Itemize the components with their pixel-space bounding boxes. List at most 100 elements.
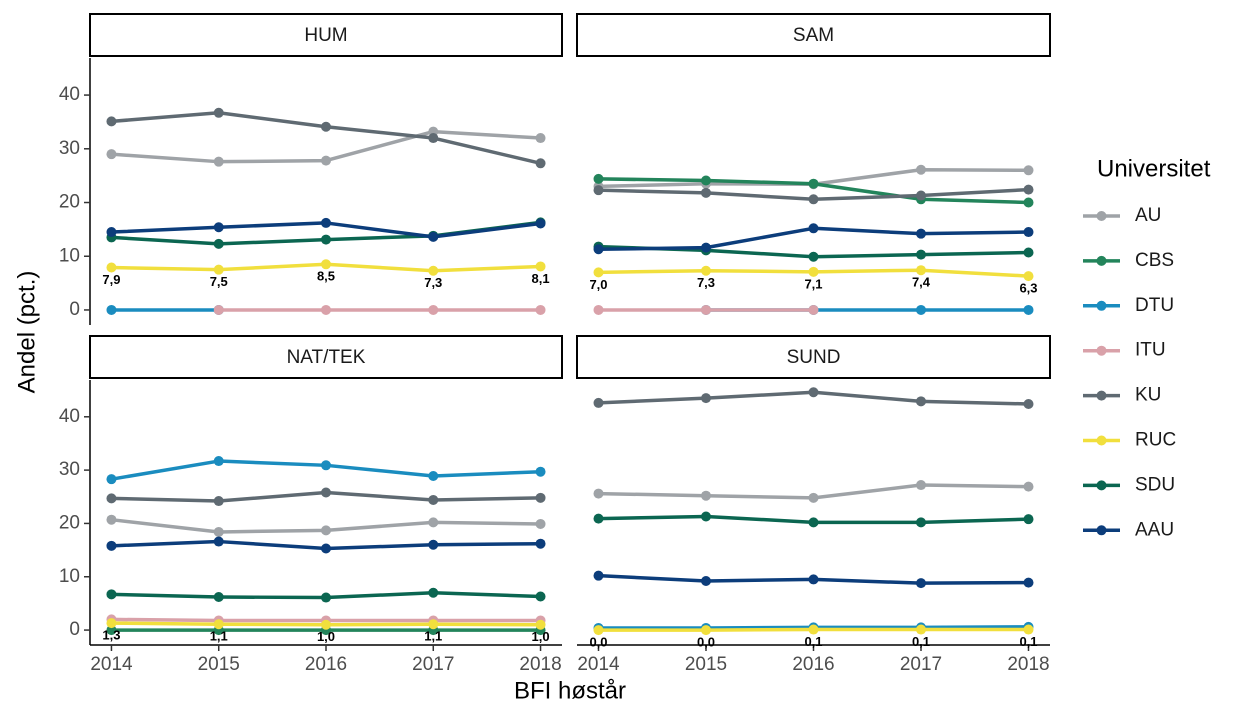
legend-key-point — [1096, 480, 1107, 491]
legend-key-point — [1096, 525, 1107, 536]
point — [213, 238, 224, 249]
point — [535, 261, 546, 272]
series — [106, 126, 546, 167]
point — [428, 304, 439, 315]
point — [593, 185, 604, 196]
legend-key-point — [1096, 255, 1107, 266]
point — [428, 517, 439, 528]
point — [808, 624, 819, 635]
point — [1023, 184, 1034, 195]
point — [321, 592, 331, 603]
point — [535, 591, 546, 602]
point — [213, 264, 224, 275]
point — [321, 619, 331, 630]
point — [428, 231, 439, 242]
legend-label: SDU — [1135, 474, 1175, 495]
point — [321, 525, 331, 536]
point — [428, 587, 439, 598]
series — [106, 536, 546, 554]
facet-strip — [576, 13, 1051, 57]
x-tick-label: 2016 — [792, 654, 834, 675]
data-label: 7,0 — [589, 277, 607, 292]
data-label: 0,1 — [912, 634, 930, 649]
point — [321, 217, 331, 228]
point — [593, 488, 604, 499]
point — [213, 222, 224, 233]
point — [1023, 247, 1034, 258]
point — [701, 242, 711, 253]
point — [106, 618, 117, 629]
point — [1023, 577, 1034, 588]
point — [593, 397, 604, 408]
data-label: 7,5 — [210, 274, 228, 289]
point — [428, 133, 439, 144]
legend-label: ITU — [1135, 340, 1166, 361]
point — [1023, 197, 1034, 208]
point — [213, 107, 224, 118]
point — [106, 493, 117, 504]
y-tick-label: 40 — [59, 84, 80, 105]
point — [321, 234, 331, 245]
point — [593, 244, 604, 255]
x-tick-label: 2018 — [1007, 654, 1049, 675]
point — [808, 304, 819, 315]
point — [321, 487, 331, 498]
data-label: 0,0 — [589, 635, 607, 650]
y-tick-label: 20 — [59, 512, 80, 533]
point — [808, 574, 819, 585]
x-tick-label: 2016 — [305, 654, 347, 675]
point — [808, 194, 819, 205]
series — [106, 618, 546, 630]
point — [1023, 514, 1034, 525]
series — [106, 259, 546, 276]
series — [593, 570, 1034, 589]
series — [593, 265, 1034, 282]
legend-key-point — [1096, 211, 1107, 221]
legend-label: KU — [1135, 385, 1161, 406]
point — [321, 304, 331, 315]
point — [916, 396, 926, 407]
facet-title: HUM — [304, 25, 347, 46]
series — [106, 217, 546, 242]
point — [808, 251, 819, 262]
point — [535, 133, 546, 144]
y-axis-title: Andel (pct.) — [13, 271, 40, 394]
series — [106, 587, 546, 603]
data-label: 0,0 — [697, 635, 715, 650]
point — [106, 227, 117, 238]
data-label: 6,3 — [1019, 281, 1037, 296]
point — [808, 492, 819, 503]
point — [106, 304, 117, 315]
point — [321, 121, 331, 132]
point — [106, 540, 117, 551]
data-label: 7,4 — [912, 275, 931, 290]
legend-key-point — [1096, 345, 1107, 356]
y-tick-label: 10 — [59, 245, 80, 266]
data-label: 8,5 — [317, 269, 335, 284]
series — [593, 624, 1034, 636]
point — [701, 576, 711, 587]
point — [701, 187, 711, 198]
point — [535, 492, 546, 503]
point — [916, 265, 926, 276]
x-tick-label: 2014 — [90, 654, 133, 675]
x-tick-label: 2017 — [900, 654, 942, 675]
point — [535, 619, 546, 630]
point — [213, 619, 224, 630]
facet-title: SUND — [787, 347, 841, 368]
point — [213, 526, 224, 537]
data-label: 8,1 — [532, 271, 550, 286]
point — [1023, 304, 1034, 315]
point — [701, 393, 711, 404]
x-tick-label: 2018 — [519, 654, 561, 675]
legend-key-point — [1096, 390, 1107, 401]
y-tick-label: 30 — [59, 138, 80, 159]
point — [916, 164, 926, 175]
point — [1023, 624, 1034, 635]
point — [808, 178, 819, 189]
point — [593, 304, 604, 315]
point — [701, 265, 711, 276]
point — [428, 619, 439, 630]
data-label: 1,1 — [424, 629, 442, 644]
point — [808, 223, 819, 234]
